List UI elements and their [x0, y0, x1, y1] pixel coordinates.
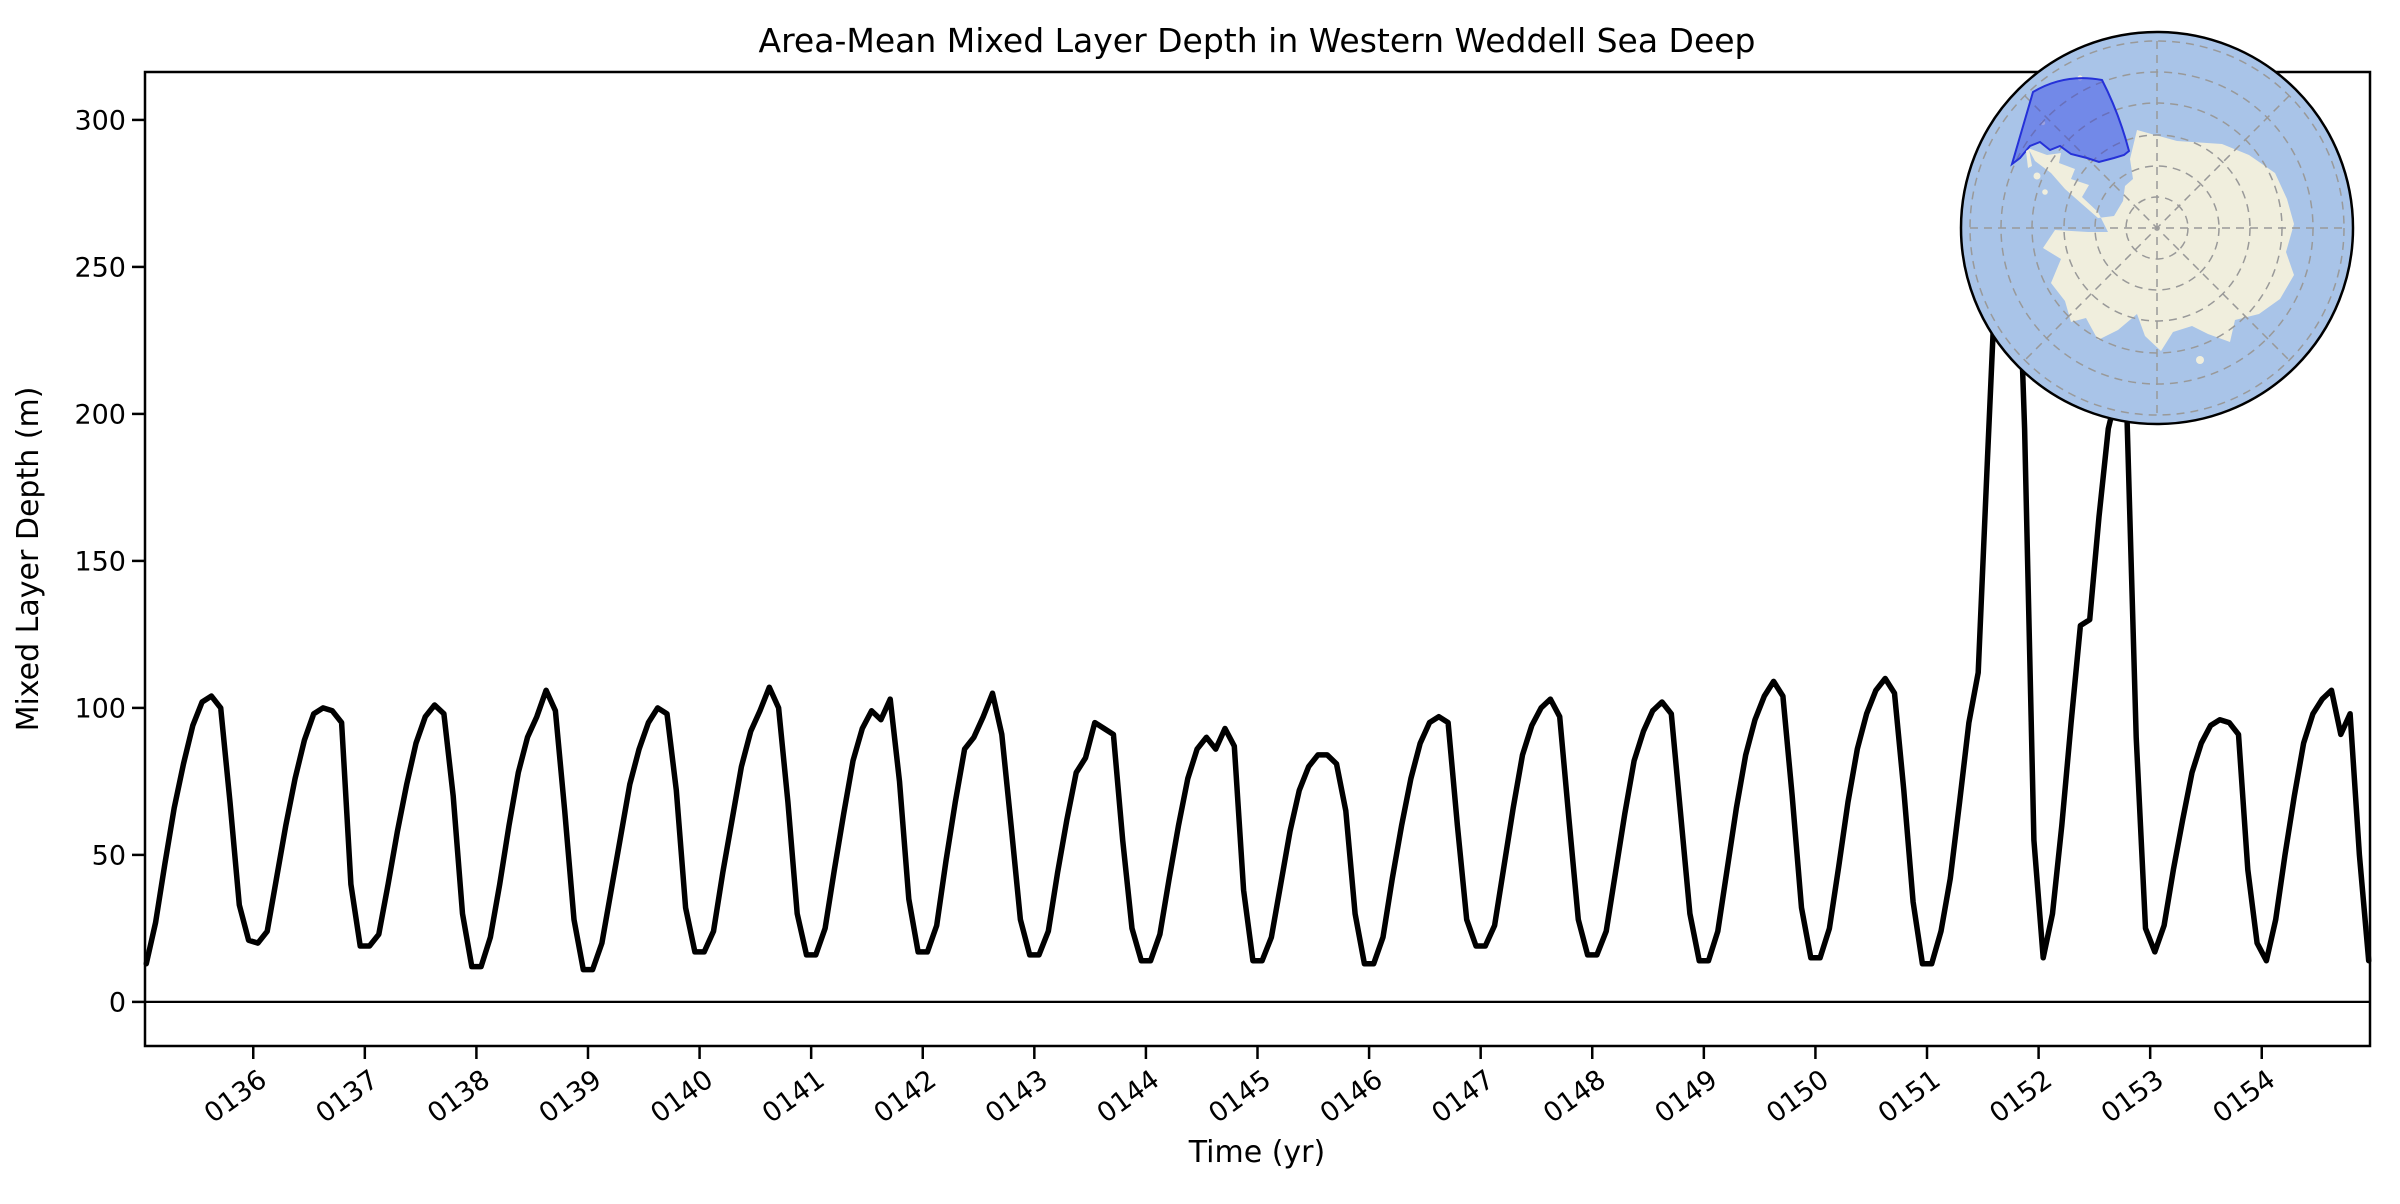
- latitude-circle: [1969, 40, 2345, 416]
- x-axis-label: Time (yr): [1188, 1135, 1325, 1170]
- y-tick-label: 150: [74, 546, 126, 577]
- x-tick-label: 0146: [1315, 1064, 1389, 1129]
- y-tick-label: 300: [74, 105, 126, 136]
- y-tick-label: 50: [92, 840, 126, 871]
- y-axis: 0 50 100 150 200 250 300: [74, 105, 145, 1018]
- x-axis: 0136 0137 0138 0139 0140 0141 0142 0143 0144 0145…: [199, 1046, 2281, 1130]
- x-tick-label: 0145: [1203, 1064, 1277, 1129]
- map-island: [2196, 356, 2204, 364]
- highlight-region: [2010, 77, 2131, 167]
- y-tick-label: 100: [74, 693, 126, 724]
- x-tick-label: 0151: [1873, 1064, 1947, 1129]
- x-tick-label: 0154: [2207, 1064, 2281, 1129]
- x-tick-label: 0140: [645, 1064, 719, 1129]
- y-tick-label: 200: [74, 399, 126, 430]
- x-tick-label: 0144: [1092, 1064, 1166, 1129]
- x-tick-label: 0142: [868, 1064, 942, 1129]
- x-tick-label: 0136: [199, 1064, 273, 1129]
- x-tick-label: 0141: [757, 1064, 831, 1129]
- map-island: [2042, 189, 2048, 195]
- x-tick-label: 0149: [1649, 1064, 1723, 1129]
- antarctica-land: [2028, 130, 2294, 351]
- meridian-line: [2024, 95, 2290, 361]
- y-tick-label: 250: [74, 252, 126, 283]
- x-tick-label: 0139: [534, 1064, 608, 1129]
- y-axis-label: Mixed Layer Depth (m): [11, 387, 46, 732]
- map-island: [2033, 172, 2041, 180]
- latitude-circle: [2094, 165, 2220, 291]
- x-tick-label: 0137: [310, 1064, 384, 1129]
- inset-map: [1959, 30, 2355, 426]
- x-tick-label: 0147: [1426, 1064, 1500, 1129]
- x-tick-label: 0143: [980, 1064, 1054, 1129]
- x-tick-label: 0148: [1538, 1064, 1612, 1129]
- chart-title: Area-Mean Mixed Layer Depth in Western W…: [759, 21, 1756, 60]
- y-tick-label: 0: [109, 987, 126, 1018]
- plot-spines: [143, 70, 2372, 1048]
- peninsula-tip: [2026, 149, 2032, 168]
- x-tick-label: 0138: [422, 1064, 496, 1129]
- x-tick-label: 0153: [2096, 1064, 2170, 1129]
- x-tick-label: 0150: [1761, 1064, 1835, 1129]
- map-border: [1959, 30, 2355, 426]
- map-graticule: [1969, 40, 2345, 416]
- x-tick-label: 0152: [1984, 1064, 2058, 1129]
